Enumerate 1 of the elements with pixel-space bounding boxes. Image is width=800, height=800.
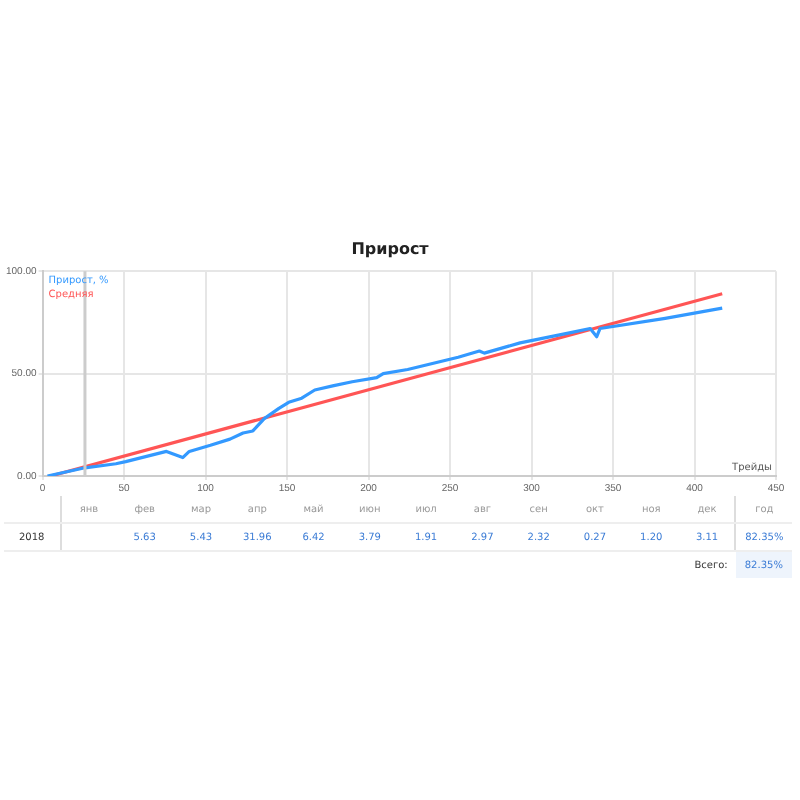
chart-title: Прирост [351, 239, 430, 258]
